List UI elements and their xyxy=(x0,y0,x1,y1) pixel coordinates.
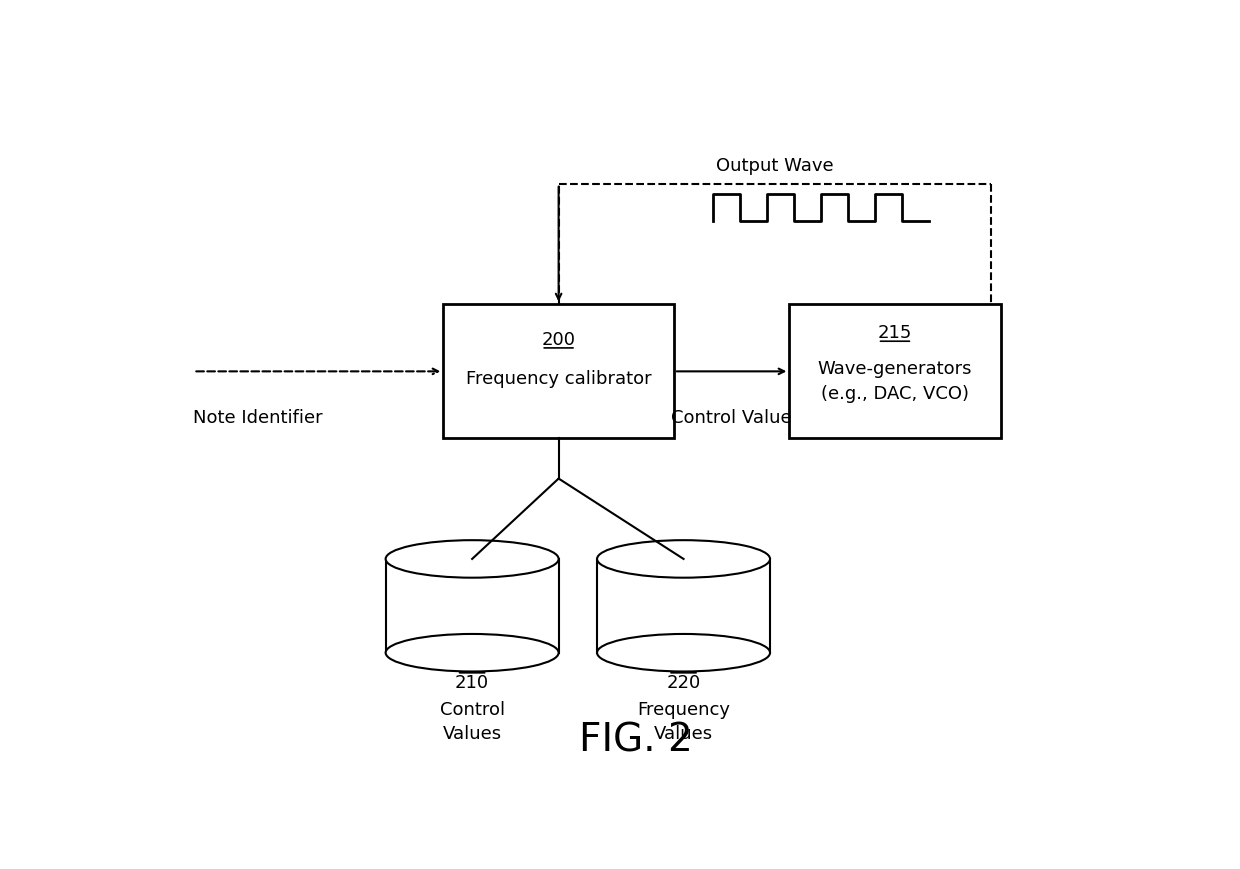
Text: Output Wave: Output Wave xyxy=(715,156,833,175)
Bar xyxy=(789,305,1001,439)
Ellipse shape xyxy=(598,541,770,578)
Text: Frequency calibrator: Frequency calibrator xyxy=(466,369,651,388)
Bar xyxy=(386,560,558,653)
Text: Values: Values xyxy=(653,724,713,742)
Text: Note Identifier: Note Identifier xyxy=(193,408,324,427)
Text: (e.g., DAC, VCO): (e.g., DAC, VCO) xyxy=(821,385,968,403)
Text: FIG. 2: FIG. 2 xyxy=(579,721,692,759)
Text: Frequency: Frequency xyxy=(637,700,730,718)
Text: 220: 220 xyxy=(666,673,701,691)
Text: Control Value: Control Value xyxy=(671,408,792,427)
Text: Values: Values xyxy=(443,724,502,742)
Bar xyxy=(598,560,770,653)
Text: Control: Control xyxy=(439,700,505,718)
Text: 215: 215 xyxy=(878,324,913,342)
Ellipse shape xyxy=(386,634,558,672)
Ellipse shape xyxy=(598,634,770,672)
Bar xyxy=(444,305,675,439)
Ellipse shape xyxy=(386,541,558,578)
Text: 210: 210 xyxy=(455,673,490,691)
Text: 200: 200 xyxy=(542,330,575,348)
Text: Wave-generators: Wave-generators xyxy=(817,360,972,377)
